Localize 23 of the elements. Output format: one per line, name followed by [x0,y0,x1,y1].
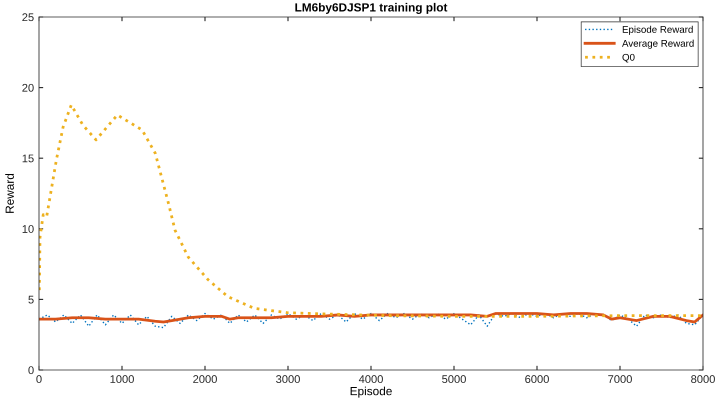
y-tick-label: 25 [22,13,34,22]
legend-label: Q0 [622,54,635,62]
y-tick-label: 5 [28,296,34,304]
y-tick-label: 0 [28,366,34,374]
line-series [39,104,703,318]
y-tick-label: 15 [22,154,34,162]
x-tick-label: 1000 [110,375,134,384]
x-tick-label: 3000 [276,375,300,384]
chart-title: LM6by6DJSP1 training plot [295,2,448,14]
line-series [39,312,703,324]
legend-label: Average Reward [622,40,694,49]
x-tick-label: 7000 [608,375,632,384]
legend-label: Episode Reward [622,26,693,35]
x-tick-label: 4000 [358,375,383,384]
x-tick-label: 8000 [691,375,715,384]
x-tick-label: 5000 [442,375,466,384]
x-axis-title: Episode [350,386,392,398]
x-tick-label: 2000 [193,375,217,384]
y-axis-title: Reward [5,174,14,213]
y-tick-label: 20 [22,84,34,92]
y-tick-label: 10 [22,225,34,233]
x-tick-label: 6000 [525,375,549,384]
x-tick-label: 0 [36,375,42,384]
